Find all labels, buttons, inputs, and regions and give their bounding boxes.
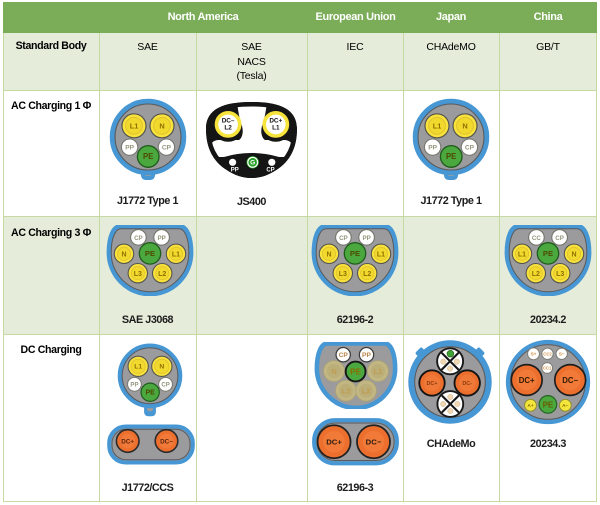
svg-text:N: N: [571, 252, 576, 259]
svg-text:L1: L1: [374, 366, 384, 375]
svg-text:PP: PP: [130, 382, 138, 388]
svg-text:PE: PE: [350, 367, 361, 376]
svg-text:L1: L1: [433, 121, 442, 130]
svg-text:PP: PP: [125, 144, 134, 151]
svg-text:PP: PP: [428, 144, 437, 151]
svg-text:G: G: [250, 160, 255, 167]
svg-text:N: N: [331, 366, 337, 375]
svg-text:S−: S−: [559, 352, 565, 358]
svg-text:L1: L1: [518, 252, 526, 259]
svg-text:CC1: CC1: [543, 366, 552, 371]
svg-text:CC2: CC2: [544, 351, 553, 356]
svg-text:L3: L3: [133, 271, 141, 278]
svg-text:PE: PE: [446, 152, 456, 161]
svg-text:CP: CP: [134, 235, 143, 242]
svg-text:PP: PP: [231, 168, 239, 174]
svg-text:DC−: DC−: [563, 376, 579, 385]
svg-text:CP: CP: [339, 235, 348, 242]
svg-text:CP: CP: [555, 235, 564, 242]
svg-text:CP: CP: [465, 144, 475, 151]
svg-text:L1: L1: [272, 125, 280, 132]
svg-text:L3: L3: [556, 271, 564, 278]
svg-text:CP: CP: [339, 352, 349, 359]
svg-text:A+: A+: [528, 403, 534, 409]
svg-text:A−: A−: [562, 403, 568, 409]
svg-text:PE: PE: [145, 388, 155, 396]
svg-text:PE: PE: [543, 400, 554, 409]
svg-text:N: N: [159, 121, 164, 130]
svg-text:CP: CP: [161, 382, 169, 388]
svg-text:CP: CP: [266, 168, 274, 174]
svg-text:DC-: DC-: [463, 381, 473, 387]
svg-text:S+: S+: [531, 352, 537, 358]
svg-text:L1: L1: [377, 252, 385, 259]
svg-text:L2: L2: [363, 271, 371, 278]
svg-text:L2: L2: [224, 125, 232, 132]
svg-text:PP: PP: [362, 235, 370, 242]
svg-text:N: N: [121, 252, 126, 259]
svg-text:L3: L3: [339, 271, 347, 278]
svg-text:DC+: DC+: [326, 438, 342, 447]
svg-text:N: N: [159, 363, 164, 370]
svg-text:PE: PE: [350, 249, 360, 258]
svg-text:CC: CC: [532, 235, 541, 242]
svg-text:N: N: [326, 252, 331, 259]
svg-text:L1: L1: [171, 252, 179, 259]
svg-text:CP: CP: [162, 144, 172, 151]
svg-text:N: N: [463, 121, 468, 130]
svg-text:DC+: DC+: [121, 438, 134, 445]
svg-text:PP: PP: [157, 235, 165, 242]
svg-text:DC–: DC–: [222, 118, 235, 125]
svg-text:PE: PE: [144, 249, 154, 258]
svg-text:L3: L3: [342, 386, 351, 395]
svg-text:DC−: DC−: [366, 438, 382, 447]
svg-text:PE: PE: [143, 152, 153, 161]
svg-text:L1: L1: [129, 121, 138, 130]
svg-text:L1: L1: [134, 363, 142, 370]
svg-text:DC+: DC+: [519, 376, 535, 385]
svg-text:DC+: DC+: [427, 381, 438, 387]
svg-text:DC+: DC+: [269, 118, 282, 125]
svg-text:DC−: DC−: [160, 438, 173, 445]
svg-text:L2: L2: [532, 271, 540, 278]
svg-text:PE: PE: [543, 249, 553, 258]
svg-text:L2: L2: [362, 386, 371, 395]
svg-text:PP: PP: [362, 352, 371, 359]
svg-text:L2: L2: [158, 271, 166, 278]
